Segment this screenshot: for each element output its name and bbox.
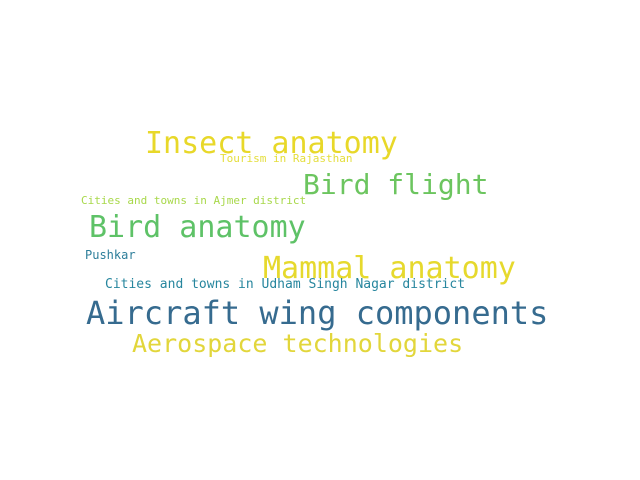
word-pushkar: Pushkar bbox=[85, 248, 136, 262]
word-aircraft-wing: Aircraft wing components bbox=[86, 294, 549, 332]
word-udham-singh-nagar: Cities and towns in Udham Singh Nagar di… bbox=[105, 277, 466, 292]
word-bird-anatomy: Bird anatomy bbox=[89, 210, 306, 245]
word-ajmer-district: Cities and towns in Ajmer district bbox=[81, 194, 307, 207]
word-mammal-anatomy: Mammal anatomy bbox=[263, 251, 516, 286]
word-insect-anatomy: Insect anatomy bbox=[145, 126, 398, 161]
word-tourism-in-rajasthan: Tourism in Rajasthan bbox=[220, 152, 353, 165]
word-aerospace-tech: Aerospace technologies bbox=[132, 329, 464, 358]
word-bird-flight: Bird flight bbox=[303, 168, 489, 201]
